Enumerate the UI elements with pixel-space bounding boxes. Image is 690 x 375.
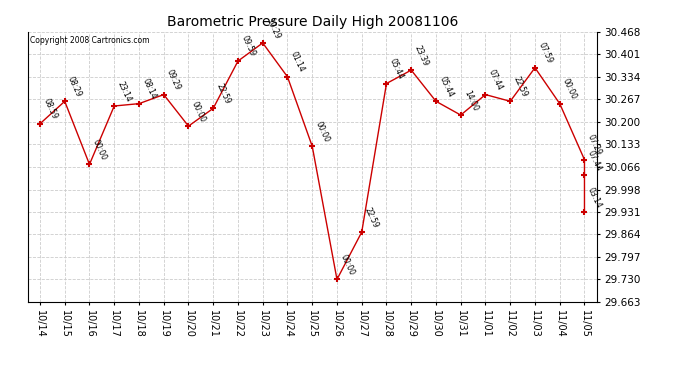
Text: 05:44: 05:44	[388, 57, 405, 81]
Text: 07:59: 07:59	[536, 41, 554, 65]
Text: 22:59: 22:59	[215, 82, 232, 106]
Text: 09:29: 09:29	[165, 68, 183, 92]
Text: 08:59: 08:59	[41, 98, 59, 121]
Text: 00:00: 00:00	[314, 120, 331, 144]
Text: 14:00: 14:00	[462, 88, 480, 112]
Text: Copyright 2008 Cartronics.com: Copyright 2008 Cartronics.com	[30, 36, 150, 45]
Text: 23:39: 23:39	[413, 44, 430, 68]
Text: 07:44: 07:44	[586, 149, 603, 172]
Text: 07:29: 07:29	[586, 133, 603, 157]
Text: 01:14: 01:14	[289, 51, 306, 74]
Text: 08:29: 08:29	[66, 75, 83, 99]
Title: Barometric Pressure Daily High 20081106: Barometric Pressure Daily High 20081106	[166, 15, 458, 29]
Text: 00:00: 00:00	[561, 77, 579, 101]
Text: 03:14: 03:14	[586, 186, 603, 209]
Text: 05:44: 05:44	[437, 75, 455, 99]
Text: 08:14: 08:14	[140, 77, 158, 101]
Text: 22:59: 22:59	[511, 75, 529, 99]
Text: 10:29: 10:29	[264, 16, 282, 40]
Text: 07:44: 07:44	[487, 68, 504, 92]
Text: 00:00: 00:00	[190, 100, 207, 123]
Text: 00:00: 00:00	[338, 253, 356, 277]
Text: 23:14: 23:14	[116, 80, 133, 103]
Text: 09:59: 09:59	[239, 34, 257, 58]
Text: 00:00: 00:00	[91, 138, 108, 162]
Text: 22:59: 22:59	[363, 206, 380, 230]
